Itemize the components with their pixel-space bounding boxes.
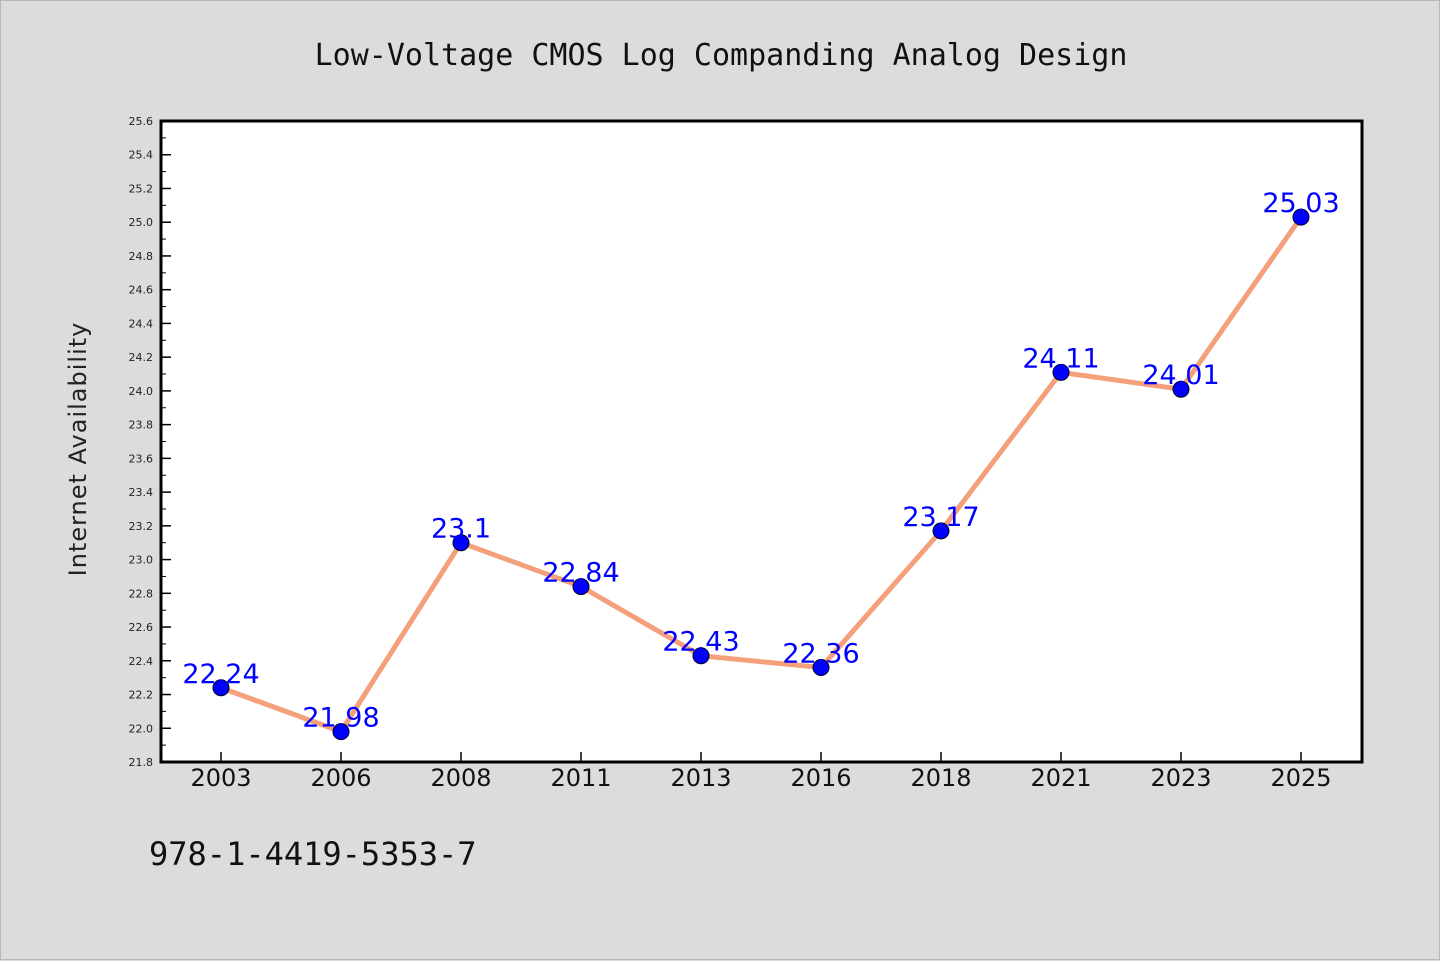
data-point <box>212 679 230 697</box>
data-label: 21.98 <box>302 703 379 734</box>
x-tick-label: 2018 <box>910 764 971 792</box>
y-tick-label: 23.4 <box>129 486 154 499</box>
x-tick-label: 2003 <box>190 764 251 792</box>
y-tick-label: 23.2 <box>129 520 154 533</box>
y-tick-label: 24.6 <box>129 284 154 297</box>
x-tick-label: 2023 <box>1150 764 1211 792</box>
y-tick-label: 23.6 <box>129 452 154 465</box>
data-label: 24.11 <box>1022 343 1099 374</box>
data-point <box>1052 363 1070 381</box>
data-point <box>692 647 710 665</box>
y-tick-label: 24.8 <box>129 250 154 263</box>
y-axis-label: Internet Availability <box>64 322 92 577</box>
y-tick-label: 24.2 <box>129 351 154 364</box>
y-tick-label: 22.4 <box>129 655 154 668</box>
y-tick-label: 22.0 <box>129 722 154 735</box>
x-tick-label: 2025 <box>1270 764 1331 792</box>
data-label: 22.24 <box>182 659 259 690</box>
y-tick-label: 23.0 <box>129 554 154 567</box>
data-point <box>932 522 950 540</box>
data-label: 23.17 <box>902 502 979 533</box>
y-tick-label: 23.8 <box>129 419 154 432</box>
data-point <box>1292 208 1310 226</box>
data-point <box>812 659 830 677</box>
chart-title: Low-Voltage CMOS Log Companding Analog D… <box>315 38 1128 73</box>
y-tick-label: 21.8 <box>129 756 154 769</box>
y-tick-label: 24.0 <box>129 385 154 398</box>
series-line <box>218 214 1304 735</box>
x-tick-label: 2021 <box>1030 764 1091 792</box>
x-tick-label: 2013 <box>670 764 731 792</box>
data-label: 22.36 <box>782 639 859 670</box>
data-label: 22.84 <box>542 558 619 589</box>
data-label: 24.01 <box>1142 360 1219 391</box>
x-tick-label: 2006 <box>310 764 371 792</box>
x-tick-label: 2011 <box>550 764 611 792</box>
y-tick-label: 25.0 <box>129 216 154 229</box>
series-layer <box>212 208 1310 741</box>
x-tick-label: 2008 <box>430 764 491 792</box>
x-tick-label: 2016 <box>790 764 851 792</box>
data-point <box>1172 380 1190 398</box>
plot-area <box>161 121 1362 762</box>
x-axis-ticks: 2003 2006 2008 2011 2013 2016 2018 2021 2023 2025 <box>190 752 1332 792</box>
y-tick-label: 25.4 <box>129 149 154 162</box>
y-tick-label: 22.8 <box>129 587 154 600</box>
data-point <box>332 723 350 741</box>
plot-frame <box>159 119 1364 764</box>
y-tick-label: 25.6 <box>129 115 154 128</box>
y-tick-label: 22.6 <box>129 621 154 634</box>
y-tick-label: 24.4 <box>129 317 154 330</box>
y-axis-ticks: 21.8 22.0 22.2 22.4 22.6 22.8 23.0 23.2 23.4 23.6… <box>129 115 171 769</box>
y-tick-label: 22.2 <box>129 689 154 702</box>
data-label: 23.1 <box>431 514 491 545</box>
data-point <box>572 578 590 596</box>
data-label: 22.43 <box>662 627 739 658</box>
y-tick-label: 25.2 <box>129 182 154 195</box>
footer-isbn: 978-1-4419-5353-7 <box>149 835 477 873</box>
data-label: 25.03 <box>1262 188 1339 219</box>
data-point <box>452 534 470 552</box>
data-labels: 22.24 21.98 23.1 22.84 22.43 22.36 23.17 24.11 2… <box>182 188 1339 733</box>
